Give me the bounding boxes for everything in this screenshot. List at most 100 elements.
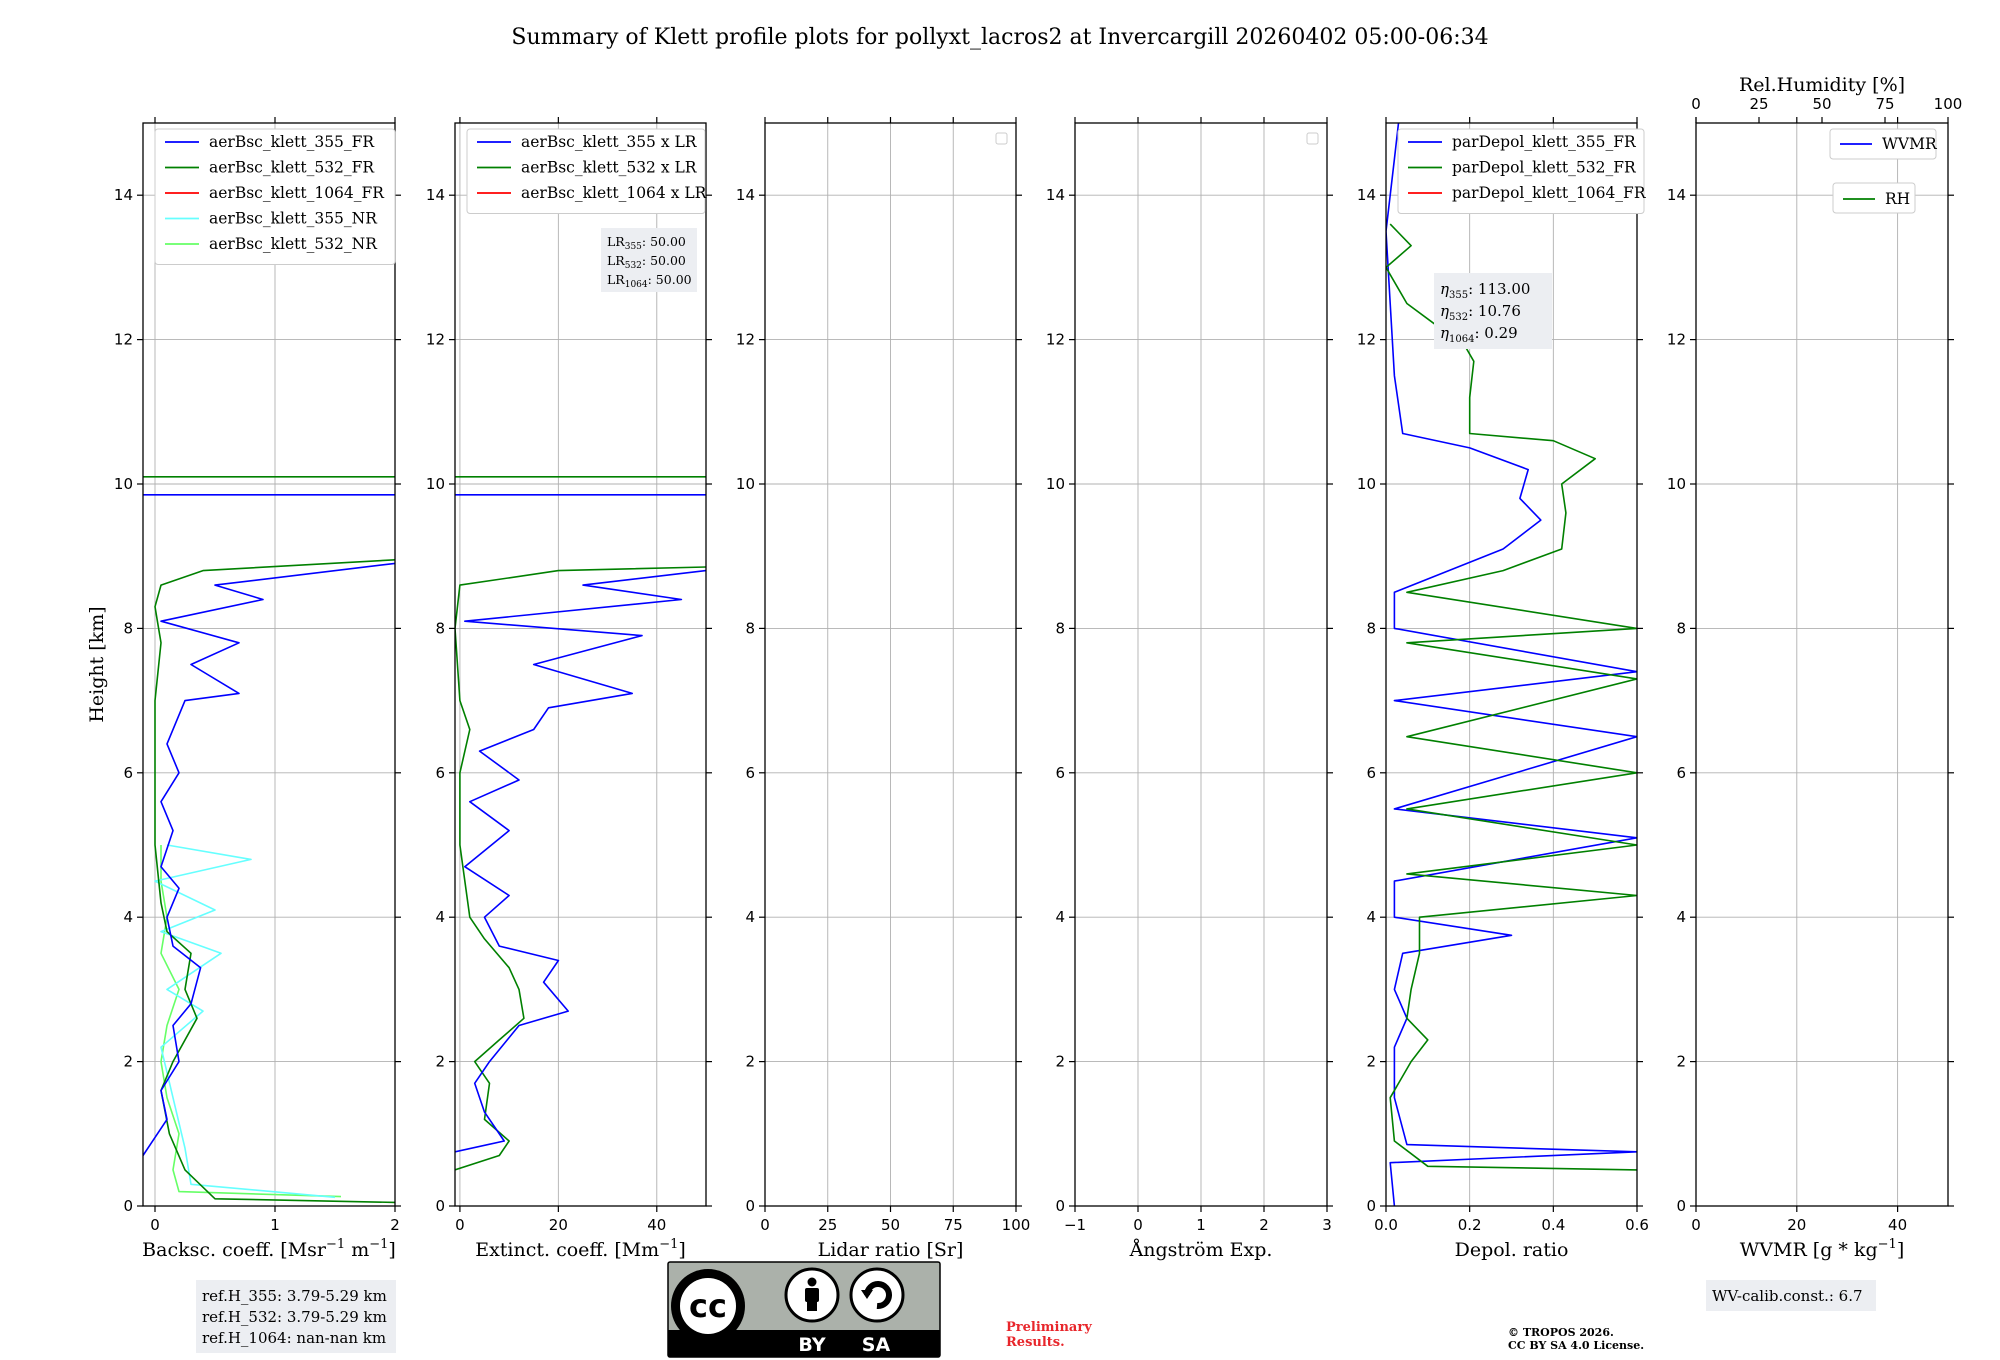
x-tick-label: 100 [1002,1216,1031,1234]
y-tick-label: 2 [435,1053,445,1071]
y-tick-label: 0 [435,1197,445,1215]
series-line-aerBsc_klett_355_FR [143,562,395,1156]
lr-sub: 355 [625,242,642,252]
legend: aerBsc_klett_355 x LR aerBsc_klett_532 x … [466,128,708,214]
legend-entry: aerBsc_klett_355 x LR [521,133,698,151]
x-tick-label: 20 [1787,1216,1806,1234]
legend-box [1397,128,1645,214]
lr-sub: 1064 [625,280,648,290]
y-tick-label: 8 [123,619,133,637]
series-line-aerBsc_klett_355_NR [154,844,336,1199]
x-label-mid: m [345,1239,369,1261]
series-group [143,475,395,1204]
y-tick-label: 12 [114,331,133,349]
y-tick-label: 2 [1366,1053,1376,1071]
y-tick-label: 8 [435,619,445,637]
x-tick-label: 0.6 [1625,1216,1649,1234]
y-tick-label: 12 [736,331,755,349]
eta-entry: η532: 10.76 [1440,302,1521,323]
y-tick-label: 12 [1667,331,1686,349]
eta-sub: 355 [1449,290,1468,301]
y-tick-label: 0 [1676,1197,1686,1215]
x-axis-label: Extinct. coeff. [Mm−1] [475,1237,686,1261]
legend-entry: aerBsc_klett_532_NR [209,235,378,253]
eta-sub: 1064 [1449,334,1474,345]
y-tick-label: 10 [1667,475,1686,493]
y-tick-label: 2 [1055,1053,1065,1071]
rh-tick-label: 25 [1749,95,1768,113]
x-tick-label: 1 [270,1216,280,1234]
x-tick-label: 2 [1259,1216,1269,1234]
x-label-text: Extinct. coeff. [Mm [475,1239,659,1261]
y-tick-label: 4 [1676,908,1686,926]
by-label: BY [798,1334,825,1356]
y-tick-label: 12 [1046,331,1065,349]
rh-tick-label: 50 [1812,95,1831,113]
y-tick-label: 8 [1055,619,1065,637]
y-tick-label: 4 [1055,908,1065,926]
cc-license-badge[interactable]: cc BY SA [667,1261,941,1358]
x-label-end: ] [1897,1239,1904,1261]
info-box-line: ref.H_355: 3.79-5.29 km [202,1287,387,1305]
x-label-sup: −1 [326,1237,345,1252]
copyright-line1: © TROPOS 2026. [1508,1326,1614,1339]
x-tick-label: 0 [1691,1216,1701,1234]
x-label-end: ] [388,1239,395,1261]
legend-box [1832,182,1916,214]
series-group [1386,123,1637,1206]
y-tick-label: 12 [426,331,445,349]
series-line-depol_355 [1386,123,1637,1206]
preliminary-note-line1: Preliminary [1006,1320,1092,1335]
preliminary-note-line2: Results. [1006,1335,1065,1350]
legend: aerBsc_klett_355_FR aerBsc_klett_532_FRae… [154,128,396,265]
legend-rh: RH [1832,182,1916,214]
x-tick-label: 0 [760,1216,770,1234]
rh-tick-label: 100 [1934,95,1963,113]
x-tick-label: 0 [1133,1216,1143,1234]
y-tick-label: 14 [1667,186,1686,204]
eta-entry: η1064: 0.29 [1440,324,1518,345]
y-tick-label: 0 [123,1197,133,1215]
lr-value: : 50.00 [642,253,686,268]
empty-legend-box [995,132,1008,145]
info-box-bsc: ref.H_355: 3.79-5.29 km ref.H_532: 3.79-5… [196,1280,396,1353]
x-tick-label: 0.2 [1458,1216,1482,1234]
x-label-text: WVMR [g * kg [1740,1239,1878,1261]
y-tick-label: 14 [114,186,133,204]
axis-frame [454,122,707,1207]
legend-entry: WVMR [1882,135,1938,153]
panel-depol: 0.0 0.2 0.4 0.6 0 2 4 6 8 10 12 14 Depol. ratio parDe… [1357,117,1649,1261]
y-tick-label: 6 [745,764,755,782]
x-axis-label: Lidar ratio [Sr] [818,1239,964,1261]
x-label-sup: −1 [369,1237,388,1252]
x-axis-label: WVMR [g * kg−1] [1740,1237,1904,1261]
x-tick-label: −1 [1064,1216,1086,1234]
y-tick-label: 2 [1676,1053,1686,1071]
legend-entry: parDepol_klett_532_FR [1452,159,1637,177]
y-tick-label: 6 [1676,764,1686,782]
legend-entry: RH [1885,190,1910,208]
x-label-text: Lidar ratio [Sr] [818,1239,964,1261]
y-tick-label: 12 [1357,331,1376,349]
y-tick-label: 8 [1366,619,1376,637]
x-label-text: Ångström Exp. [1129,1239,1273,1261]
series-line-ext_355 [455,569,706,1153]
legend-entry: parDepol_klett_1064_FR [1452,184,1647,202]
y-tick-label: 10 [114,475,133,493]
y-tick-label: 10 [426,475,445,493]
legend: parDepol_klett_355_FR parDepol_klett_532_… [1397,128,1647,214]
lidar-ratio-box-bg [601,228,697,292]
y-tick-label: 14 [736,186,755,204]
y-tick-label: 6 [123,764,133,782]
y-tick-label: 10 [1046,475,1065,493]
legend-box [1829,128,1937,160]
rh-axis-label: Rel.Humidity [%] [1739,74,1905,96]
y-tick-label: 10 [1357,475,1376,493]
y-tick-label: 14 [1046,186,1065,204]
info-box-line: ref.H_1064: nan-nan km [202,1329,386,1347]
x-tick-label: 50 [881,1216,900,1234]
